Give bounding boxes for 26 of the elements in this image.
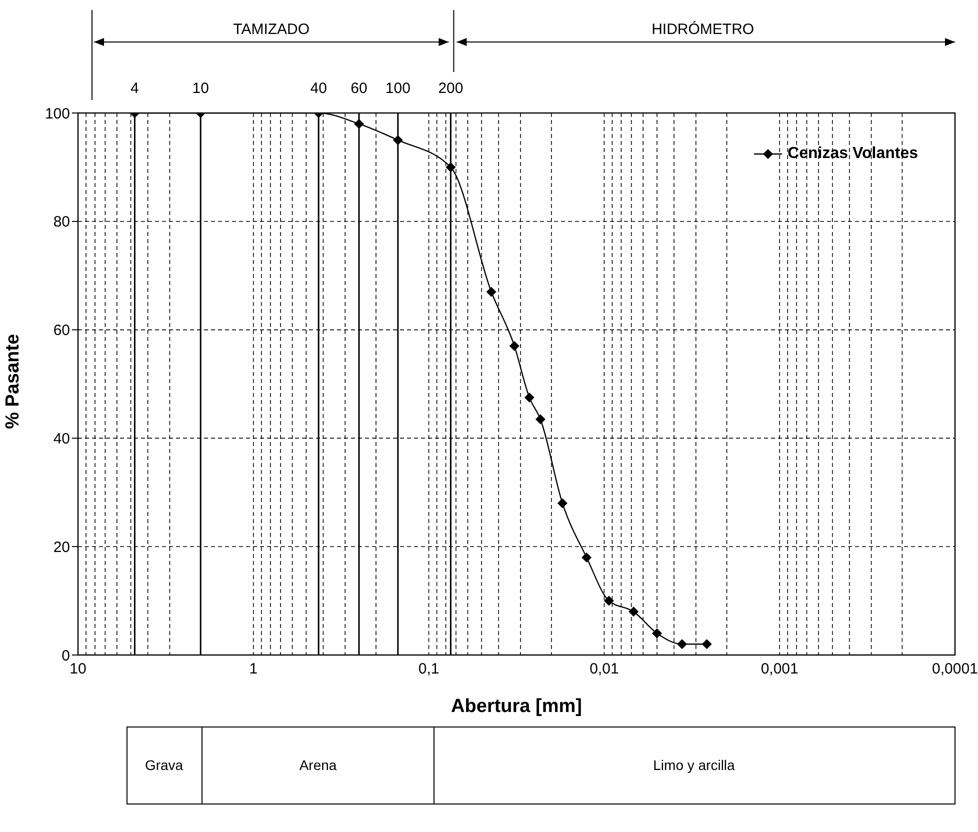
y-tick-label: 40 bbox=[53, 430, 70, 448]
x-tick-label: 0,01 bbox=[590, 660, 619, 678]
text: TAMIZADO bbox=[233, 21, 310, 38]
text: Limo y arcilla bbox=[653, 757, 736, 773]
text: HIDRÓMETRO bbox=[652, 20, 754, 38]
x-tick-label: 1 bbox=[249, 660, 258, 678]
x-axis-title: Abertura [mm] bbox=[451, 696, 582, 717]
text: 200 bbox=[438, 80, 464, 97]
text: 40 bbox=[310, 80, 327, 97]
y-tick-label: 100 bbox=[44, 105, 70, 122]
text: 4 bbox=[130, 80, 139, 97]
y-tick-label: 20 bbox=[53, 538, 70, 556]
y-tick-label: 80 bbox=[53, 214, 70, 231]
y-axis-title: % Pasante bbox=[2, 334, 24, 429]
y-tick-label: 0 bbox=[62, 647, 70, 664]
text: Grava bbox=[144, 757, 184, 773]
x-tick-label: 0,0001 bbox=[932, 660, 978, 678]
text: 60 bbox=[350, 80, 368, 97]
text: 100 bbox=[385, 80, 410, 97]
y-tick-label: 60 bbox=[53, 322, 70, 340]
legend-label: Cenizas Volantes bbox=[788, 145, 918, 163]
x-tick-label: 0,001 bbox=[760, 660, 798, 678]
text: 10 bbox=[192, 80, 209, 97]
x-tick-label: 0,1 bbox=[418, 660, 440, 678]
text: Arena bbox=[299, 757, 337, 773]
x-tick-label: 10 bbox=[70, 660, 86, 678]
